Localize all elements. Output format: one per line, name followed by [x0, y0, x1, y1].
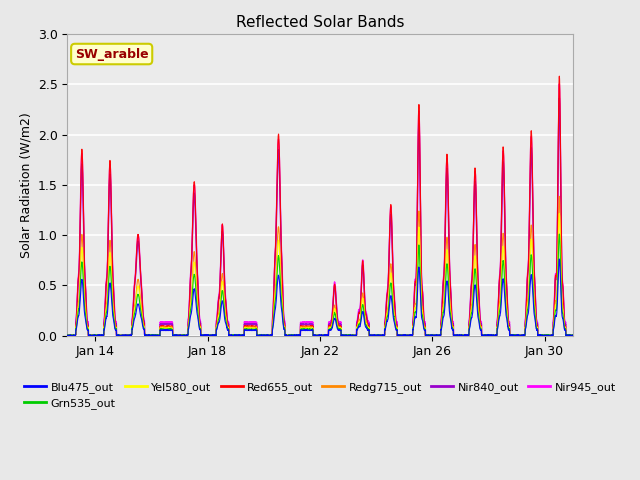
- Y-axis label: Solar Radiation (W/m2): Solar Radiation (W/m2): [19, 112, 32, 258]
- Legend: Blu475_out, Grn535_out, Yel580_out, Red655_out, Redg715_out, Nir840_out, Nir945_: Blu475_out, Grn535_out, Yel580_out, Red6…: [20, 377, 620, 414]
- Text: SW_arable: SW_arable: [75, 48, 148, 60]
- Title: Reflected Solar Bands: Reflected Solar Bands: [236, 15, 404, 30]
